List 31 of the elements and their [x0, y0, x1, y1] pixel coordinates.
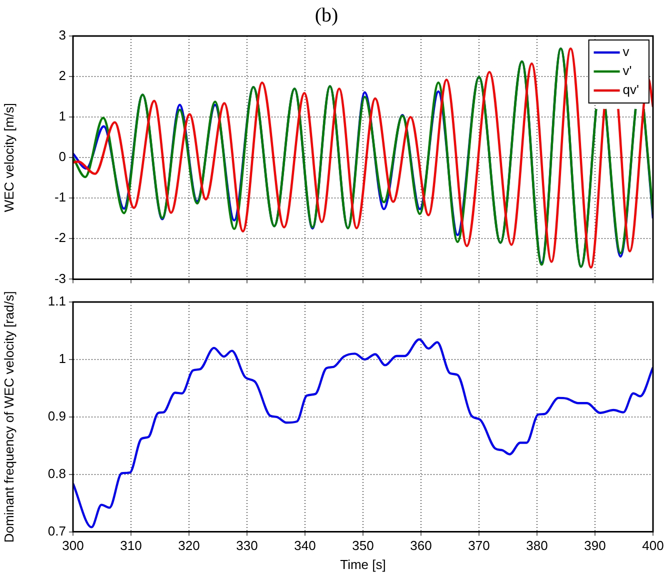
x-tick-label: 400 — [642, 538, 664, 554]
y-tick-label: 2 — [58, 68, 66, 84]
y-tick-label: 3 — [58, 28, 66, 43]
x-tick-label: 370 — [468, 538, 490, 554]
x-tick-label: 330 — [236, 538, 258, 554]
y-tick-label: 1.1 — [48, 294, 66, 309]
x-tick-label: 320 — [178, 538, 200, 554]
y-axis-title: Dominant frequency of WEC velocity [rad/s] — [1, 291, 16, 543]
y-tick-label: 0.7 — [48, 523, 66, 538]
chart-title: (b) — [314, 4, 338, 26]
y-tick-label: 1 — [58, 108, 66, 124]
x-tick-label: 310 — [120, 538, 142, 554]
x-tick-label: 360 — [410, 538, 432, 554]
legend-label: v — [622, 44, 630, 60]
y-tick-label: 0.9 — [48, 408, 66, 424]
y-tick-label: -3 — [54, 270, 66, 286]
x-axis-title: Time [s] — [340, 556, 386, 572]
y-tick-label: 0 — [58, 149, 66, 164]
x-tick-label: 300 — [62, 538, 84, 554]
line-series — [73, 338, 653, 528]
legend-label: qv' — [622, 82, 640, 98]
y-tick-label: -2 — [54, 230, 66, 246]
x-tick-label: 350 — [352, 538, 374, 554]
y-tick-label: 1 — [58, 351, 66, 366]
x-tick-label: 340 — [294, 538, 316, 554]
y-tick-label: 0.8 — [48, 466, 66, 481]
x-tick-label: 380 — [526, 538, 548, 554]
y-axis-title: WEC velocity [m/s] — [1, 103, 16, 212]
legend-label: v' — [622, 63, 632, 78]
x-tick-label: 390 — [584, 538, 606, 554]
y-tick-label: -1 — [54, 190, 66, 205]
